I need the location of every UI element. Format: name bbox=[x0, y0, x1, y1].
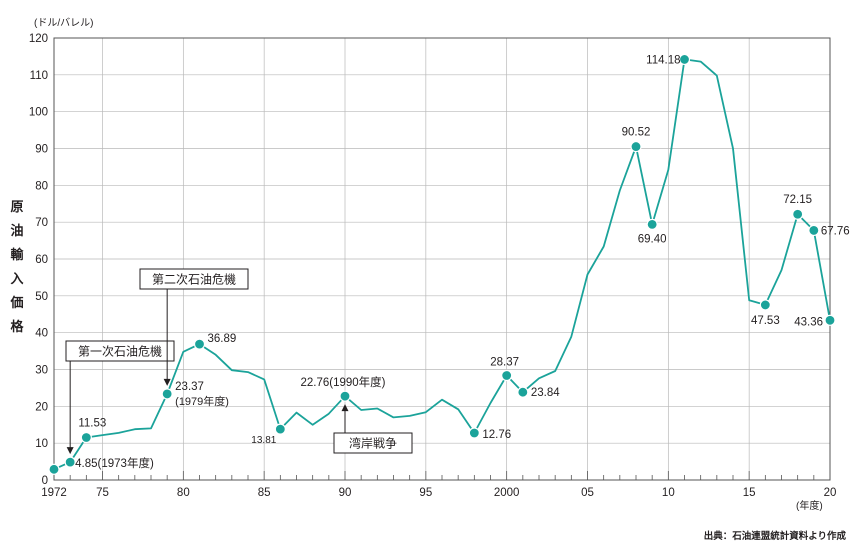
data-label: 13.81 bbox=[251, 435, 276, 446]
data-point-marker bbox=[759, 299, 771, 311]
data-label: 69.40 bbox=[638, 233, 667, 245]
x-tick-label: 1972 bbox=[41, 487, 67, 499]
data-point-marker bbox=[630, 140, 642, 153]
x-tick-label: 80 bbox=[177, 487, 190, 499]
arrow-head bbox=[66, 447, 74, 455]
data-point-marker bbox=[517, 386, 529, 398]
x-tick-label: 85 bbox=[258, 487, 271, 499]
data-point-marker bbox=[824, 314, 836, 326]
x-tick-label: 75 bbox=[96, 487, 109, 499]
data-label: 47.53 bbox=[751, 315, 780, 327]
data-point-marker bbox=[161, 388, 173, 400]
x-tick-label: 15 bbox=[743, 487, 756, 499]
y-tick-label: 80 bbox=[35, 180, 48, 192]
data-label: 90.52 bbox=[622, 127, 651, 139]
y-axis-label: 原油輸入価格 bbox=[10, 199, 24, 334]
y-tick-label: 120 bbox=[29, 33, 48, 45]
data-sublabel: (1979年度) bbox=[175, 394, 229, 408]
data-point-marker bbox=[64, 456, 76, 468]
data-label: 114.18 bbox=[646, 54, 680, 66]
y-axis-unit: (ドル/バレル) bbox=[34, 18, 94, 29]
annotation-callout: 第二次石油危機 bbox=[139, 268, 249, 386]
data-label: 67.76 bbox=[821, 225, 850, 237]
annotation-text: 第一次石油危機 bbox=[78, 344, 162, 359]
data-label: 28.37 bbox=[490, 357, 519, 369]
data-point-marker bbox=[808, 224, 820, 237]
arrow-head bbox=[341, 404, 349, 412]
series-line bbox=[53, 58, 831, 471]
y-tick-label: 40 bbox=[35, 328, 48, 340]
data-point-marker bbox=[792, 208, 804, 220]
y-tick-label: 10 bbox=[35, 438, 48, 450]
x-tick-label: 2000 bbox=[494, 487, 520, 499]
data-label: 23.84 bbox=[531, 387, 560, 399]
data-label: 12.76 bbox=[482, 429, 511, 441]
data-label: 11.53 bbox=[78, 418, 106, 430]
data-label: 36.89 bbox=[208, 333, 237, 345]
data-point-marker bbox=[678, 53, 691, 66]
x-tick-label: 05 bbox=[581, 487, 594, 499]
data-point-marker bbox=[193, 338, 206, 350]
y-tick-label: 90 bbox=[35, 144, 48, 156]
data-label: 72.15 bbox=[783, 194, 812, 206]
y-tick-label: 110 bbox=[30, 70, 48, 82]
data-point-marker bbox=[80, 431, 92, 444]
annotation-text: 第二次石油危機 bbox=[152, 272, 236, 287]
annotation-callout: 第一次石油危機 bbox=[65, 340, 175, 455]
data-point-marker bbox=[501, 369, 513, 382]
y-tick-label: 20 bbox=[35, 401, 48, 413]
y-tick-label: 50 bbox=[35, 291, 48, 303]
y-tick-label: 100 bbox=[29, 107, 48, 119]
x-tick-label: 95 bbox=[419, 487, 432, 499]
annotation-box bbox=[139, 268, 249, 290]
annotation-box bbox=[65, 340, 175, 362]
x-tick-label: 90 bbox=[339, 487, 352, 499]
data-point-marker bbox=[274, 423, 286, 435]
x-tick-label: 20 bbox=[824, 487, 837, 499]
annotation-box bbox=[333, 432, 413, 454]
annotation-callout: 湾岸戦争 bbox=[333, 404, 413, 454]
data-label: 22.76(1990年度) bbox=[300, 375, 385, 389]
data-label: 43.36 bbox=[794, 316, 823, 328]
x-tick-label: 10 bbox=[662, 487, 675, 499]
data-point-marker bbox=[339, 390, 351, 402]
data-point-marker bbox=[646, 218, 658, 230]
annotation-text: 湾岸戦争 bbox=[349, 436, 397, 451]
data-label: 4.85(1973年度) bbox=[75, 456, 154, 470]
y-tick-label: 30 bbox=[35, 365, 48, 377]
y-tick-label: 70 bbox=[35, 217, 48, 229]
x-axis-unit: (年度) bbox=[796, 501, 823, 512]
y-tick-label: 0 bbox=[42, 475, 48, 487]
arrow-head bbox=[163, 378, 171, 386]
data-point-marker bbox=[468, 427, 480, 439]
source-note: 出典：石油連盟統計資料より作成 bbox=[703, 531, 846, 542]
y-tick-label: 60 bbox=[35, 254, 48, 266]
data-label: 23.37 bbox=[175, 381, 204, 393]
data-point-marker bbox=[48, 463, 60, 475]
